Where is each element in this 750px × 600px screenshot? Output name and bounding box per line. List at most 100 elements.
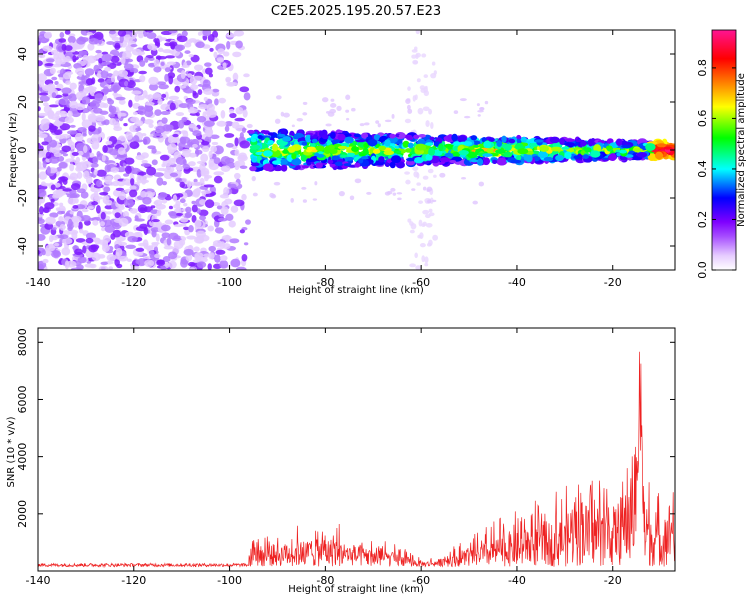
spectrogram-cell (68, 93, 78, 102)
spectrogram-cell (76, 37, 86, 45)
spectrogram-cell (58, 98, 70, 106)
spectrogram-cell (346, 117, 350, 121)
spectrogram-cell (421, 255, 426, 263)
snr-y-tick-label: 6000 (16, 385, 29, 413)
spectrogram-cell (331, 155, 340, 161)
spectrogram-cell (367, 139, 378, 147)
spectrogram-cell (239, 86, 250, 93)
colorbar-tick-label: 0.8 (696, 59, 709, 77)
spectrogram-cell (315, 162, 323, 169)
spectrogram-cell (185, 144, 191, 149)
spectrogram-cell (153, 58, 160, 67)
spectrogram-cell (294, 133, 304, 139)
spectrogram-cell (78, 221, 83, 231)
colorbar-tick-label: 0.0 (696, 261, 709, 279)
spectrogram-cell (252, 192, 258, 197)
spectrogram-cell (67, 197, 77, 205)
spectrogram-cell (516, 155, 522, 161)
spectrogram-cell (549, 136, 560, 144)
snr-panel: -140 -120 -100 -80 -60 -40 -20 2000 4000 6000 800… (6, 327, 676, 595)
spectrogram-cell (228, 108, 235, 114)
spectrogram-cell (179, 181, 186, 188)
spectrogram-cell (143, 226, 148, 236)
snr-y-tick-label: 8000 (16, 328, 29, 356)
spectrogram-cell (275, 95, 282, 100)
spectrogram-cell (178, 103, 190, 109)
spectrogram-cell (124, 198, 129, 207)
spectrogram-cell (272, 160, 282, 165)
spectrogram-cell (74, 248, 83, 256)
spectrogram-cell (301, 141, 308, 146)
spectrogram-cell (225, 78, 231, 83)
spectrogram-cell (425, 120, 430, 128)
spectrogram-cell (194, 252, 204, 259)
spectrogram-cell (157, 47, 164, 53)
spectrogram-cell (83, 145, 88, 154)
spectrogram-cell (158, 83, 169, 90)
spectrogram-cell (593, 144, 602, 153)
spectrogram-cell (227, 81, 238, 86)
spectrogram-cell (53, 121, 63, 127)
spectrogram-cell (193, 178, 198, 183)
spectrogram-cell (161, 232, 171, 239)
snr-y-label: SNR (10 * v/v) (6, 416, 17, 487)
spectrogram-cell (534, 139, 544, 143)
spectrogram-cell (63, 106, 70, 112)
spectrogram-cell (202, 30, 212, 37)
spectrogram-cell (38, 188, 47, 198)
spectrogram-cell (484, 100, 489, 105)
colorbar-ticks: 0.0 0.2 0.4 0.6 0.8 (696, 59, 736, 279)
spectrogram-cell (199, 199, 207, 206)
spectrogram-cell (86, 206, 94, 210)
spectrogram-cell (103, 119, 110, 126)
spectrogram-cell (184, 211, 193, 218)
spectrogram-cell (106, 78, 113, 84)
spectrogram-cell (185, 206, 192, 214)
spectrogram-cell (405, 179, 411, 185)
spectrogram-cell (260, 129, 267, 134)
spectrogram-cell (636, 151, 648, 158)
spectrogram-cell (140, 152, 149, 159)
spectrogram-x-tick-label: -100 (217, 276, 242, 289)
spectrogram-cell (573, 155, 580, 159)
spectrogram-cell (115, 187, 125, 191)
spectrogram-cell (140, 190, 147, 198)
spectrogram-cell (316, 153, 325, 158)
spectrogram-x-tick-label: -40 (508, 276, 526, 289)
spectrogram-cell (647, 153, 657, 161)
spectrogram-cell (183, 226, 190, 231)
spectrogram-cell (270, 149, 281, 158)
spectrogram-cell (135, 247, 145, 252)
spectrogram-cell (93, 168, 98, 176)
spectrogram-cell (195, 187, 201, 194)
spectrogram-cell (98, 102, 107, 108)
spectrogram-cell (106, 41, 115, 45)
spectrogram-cell (192, 143, 198, 148)
spectrogram-cell (424, 256, 429, 264)
spectrogram-cell (539, 145, 550, 152)
spectrogram-cell (39, 123, 50, 131)
spectrogram-cell (302, 199, 307, 203)
spectrogram-cell (59, 76, 64, 81)
spectrogram-cell (101, 227, 106, 232)
spectrogram-cell (338, 191, 345, 197)
spectrogram-cell (129, 125, 139, 133)
spectrogram-cell (212, 240, 223, 246)
snr-frame (37, 327, 676, 572)
spectrogram-cell (41, 141, 49, 146)
spectrogram-cell (132, 135, 140, 144)
spectrogram-cell (131, 31, 137, 40)
spectrogram-cell (230, 258, 241, 268)
spectrogram-cell (122, 178, 131, 186)
spectrogram-cell (151, 241, 160, 245)
spectrogram-cell (144, 101, 155, 106)
spectrogram-cell (146, 32, 157, 39)
spectrogram-cell (590, 150, 601, 158)
spectrogram-cell (218, 213, 225, 218)
spectrogram-cell (419, 243, 426, 248)
spectrogram-cell (49, 139, 58, 148)
spectrogram-cell (425, 142, 434, 146)
spectrogram-cell (346, 156, 354, 161)
spectrogram-cell (105, 61, 111, 65)
spectrogram-cell (209, 134, 220, 140)
